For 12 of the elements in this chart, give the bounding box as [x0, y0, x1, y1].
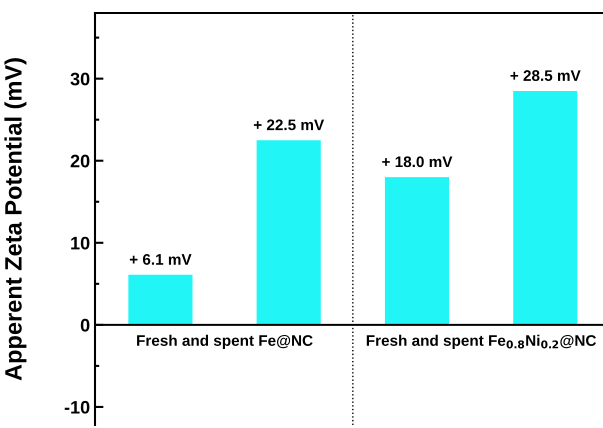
- y-tick-label: 10: [71, 236, 90, 250]
- y-tick-label: 20: [70, 154, 90, 168]
- annotation: Fresh and spent Fe@NC: [137, 334, 313, 349]
- y-tick-label: -10: [64, 400, 90, 414]
- y-tick-label: 30: [70, 72, 90, 86]
- data-label: + 22.5 mV: [254, 119, 324, 130]
- y-tick-label: 0: [80, 318, 90, 332]
- data-label: + 18.0 mV: [382, 156, 452, 168]
- y-axis-title: Apperent Zeta Potential (mV): [4, 58, 26, 380]
- data-label: + 28.5 mV: [510, 70, 581, 82]
- data-label: + 6.1 mV: [130, 254, 192, 265]
- annotation: Fresh and spent Fe$_{0.8}$Ni$_{0.2}$@NC: [366, 334, 596, 349]
